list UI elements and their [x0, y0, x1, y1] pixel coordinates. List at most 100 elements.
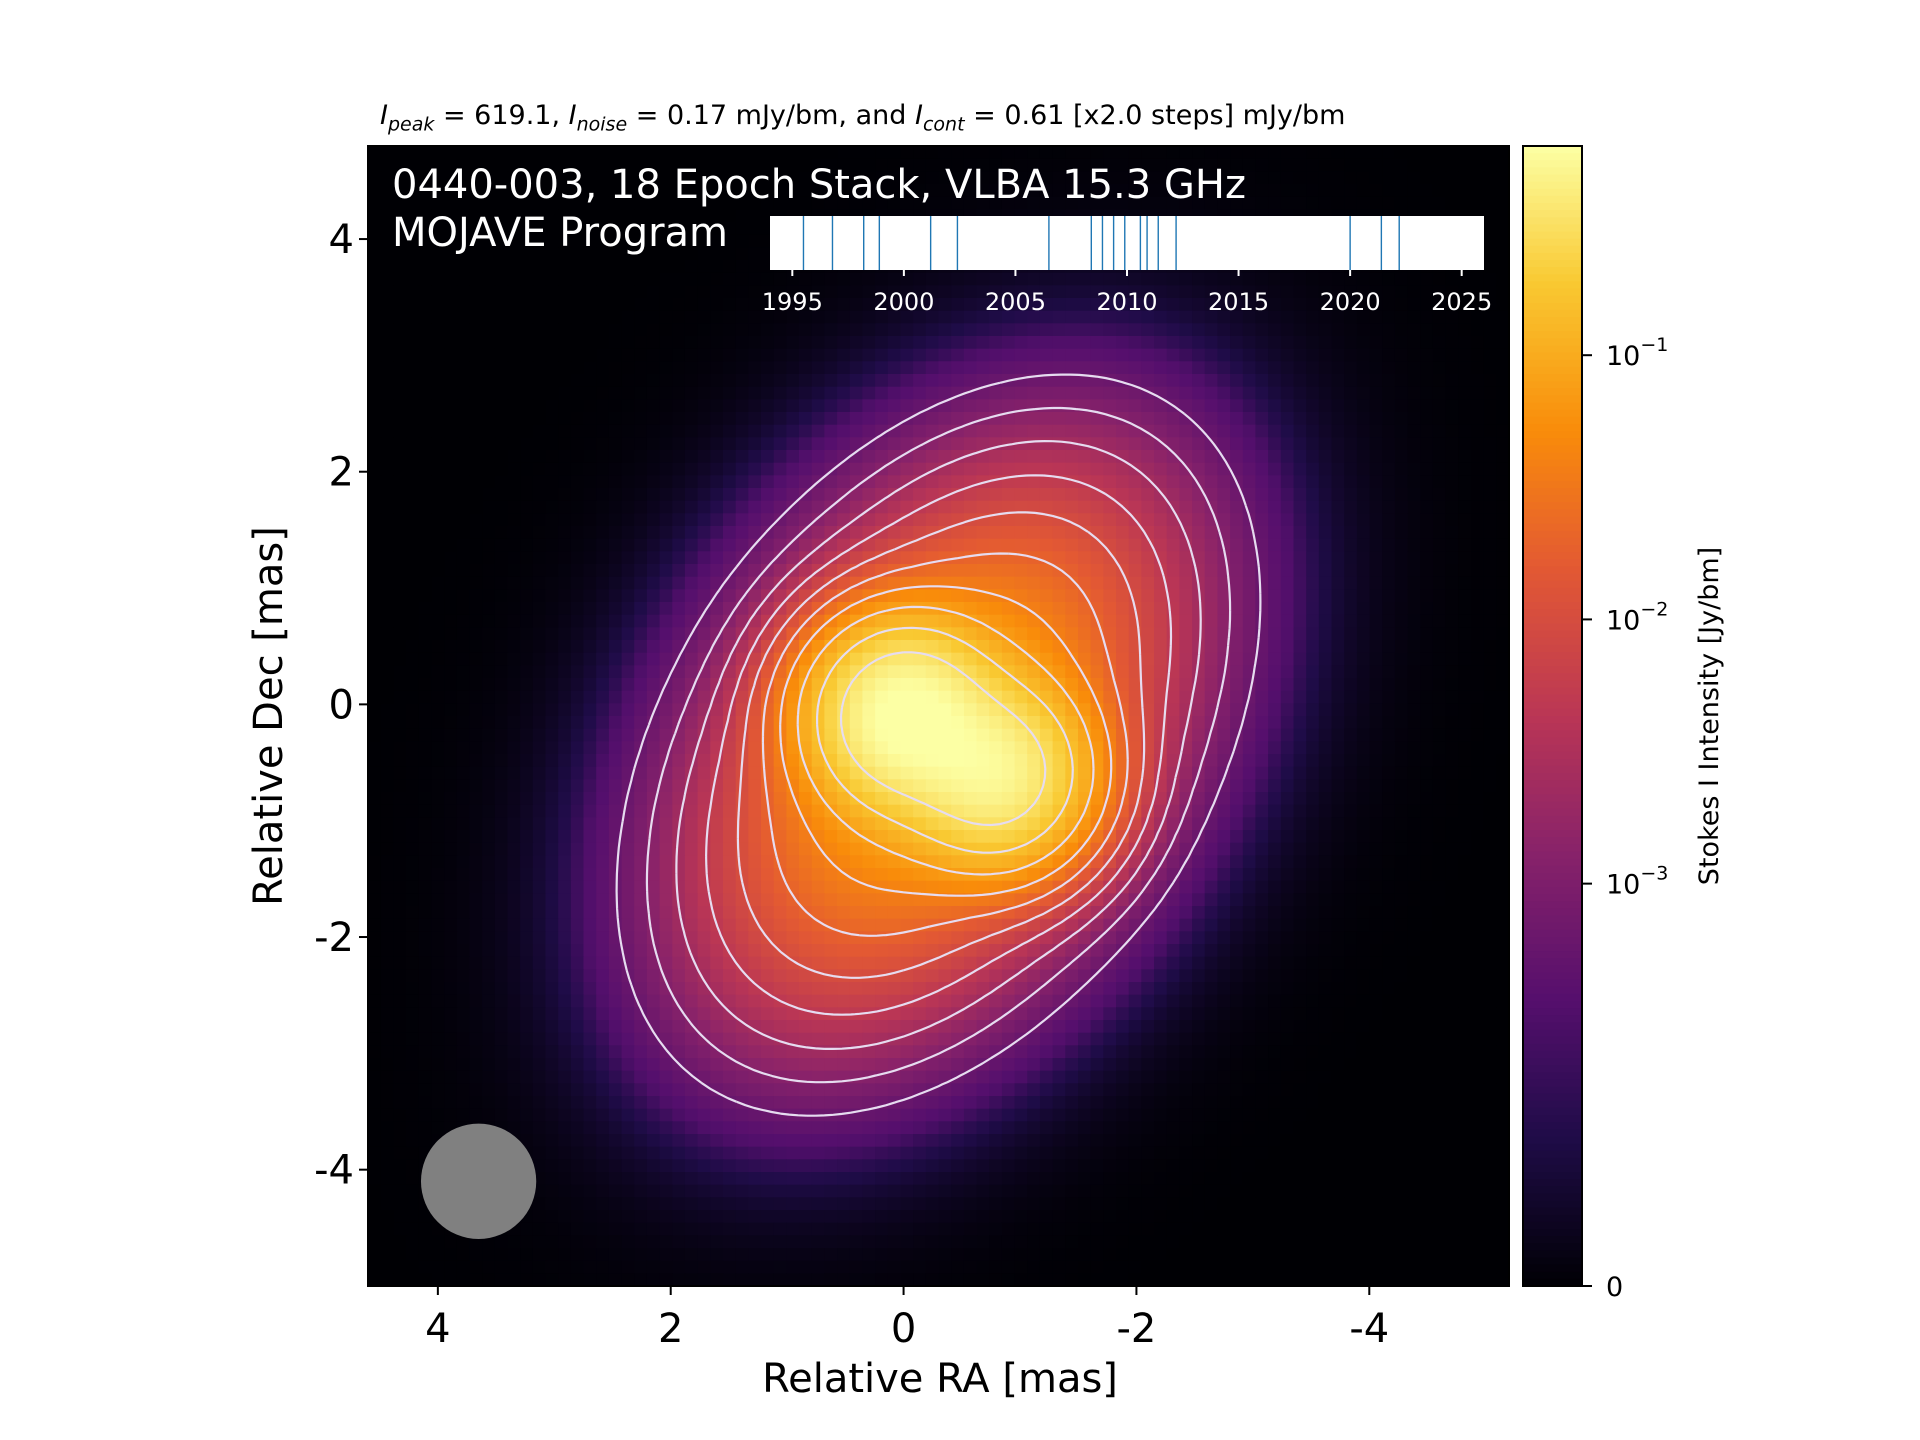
map-pixel: [672, 690, 686, 704]
map-pixel: [380, 298, 394, 312]
map-pixel: [1001, 728, 1016, 742]
map-pixel: [748, 526, 762, 540]
map-pixel: [621, 652, 635, 666]
map-pixel: [1420, 348, 1434, 362]
map-pixel: [1039, 272, 1054, 286]
map-pixel: [837, 754, 851, 768]
map-pixel: [1230, 804, 1244, 818]
map-pixel: [875, 196, 889, 210]
map-pixel: [1420, 551, 1434, 565]
map-pixel: [1483, 285, 1497, 299]
map-pixel: [761, 842, 775, 856]
map-pixel: [406, 627, 420, 641]
map-pixel: [469, 766, 483, 780]
map-pixel: [1052, 450, 1066, 464]
map-pixel: [1369, 475, 1383, 489]
map-pixel: [494, 779, 509, 793]
map-pixel: [1331, 437, 1345, 451]
map-pixel: [1280, 450, 1295, 464]
map-pixel: [723, 374, 737, 388]
map-pixel: [431, 716, 445, 730]
map-pixel: [1204, 614, 1218, 628]
map-pixel: [1306, 766, 1320, 780]
map-pixel: [1166, 310, 1180, 324]
map-pixel: [380, 741, 394, 755]
map-pixel: [1027, 285, 1041, 299]
map-pixel: [583, 716, 597, 730]
map-pixel: [1483, 272, 1497, 286]
map-pixel: [951, 171, 965, 185]
map-pixel: [1382, 652, 1396, 666]
map-pixel: [1394, 374, 1409, 388]
map-pixel: [824, 437, 838, 451]
map-pixel: [596, 551, 610, 565]
map-pixel: [482, 640, 496, 654]
map-pixel: [1483, 323, 1497, 337]
map-pixel: [532, 779, 547, 793]
map-pixel: [380, 614, 394, 628]
map-pixel: [1407, 589, 1421, 603]
map-pixel: [634, 703, 648, 717]
map-pixel: [1268, 158, 1282, 172]
map-pixel: [976, 323, 990, 337]
map-pixel: [520, 576, 534, 590]
map-pixel: [621, 462, 635, 476]
map-pixel: [976, 703, 990, 717]
map-pixel: [596, 272, 610, 286]
map-pixel: [1356, 399, 1371, 413]
map-pixel: [1052, 500, 1066, 514]
map-pixel: [1318, 576, 1333, 590]
map-pixel: [723, 348, 737, 362]
map-pixel: [723, 171, 737, 185]
map-pixel: [684, 247, 699, 261]
map-pixel: [583, 817, 597, 831]
map-pixel: [710, 450, 724, 464]
map-pixel: [1394, 272, 1409, 286]
map-pixel: [1356, 500, 1371, 514]
map-pixel: [786, 640, 800, 654]
map-pixel: [482, 564, 496, 578]
map-pixel: [456, 424, 470, 438]
map-pixel: [684, 399, 699, 413]
map-pixel: [710, 526, 724, 540]
map-pixel: [393, 779, 407, 793]
map-pixel: [583, 399, 597, 413]
map-pixel: [1128, 158, 1142, 172]
map-pixel: [482, 551, 496, 565]
map-pixel: [444, 640, 458, 654]
map-pixel: [1217, 348, 1231, 362]
map-pixel: [1445, 551, 1459, 565]
map-pixel: [1382, 678, 1396, 692]
map-pixel: [1407, 576, 1421, 590]
map-pixel: [672, 323, 686, 337]
map-pixel: [431, 665, 445, 679]
map-pixel: [1166, 437, 1180, 451]
map-pixel: [786, 285, 800, 299]
map-pixel: [469, 690, 483, 704]
map-pixel: [596, 754, 610, 768]
map-pixel: [431, 690, 445, 704]
map-pixel: [393, 488, 407, 502]
map-pixel: [545, 361, 559, 375]
map-pixel: [1116, 348, 1130, 362]
map-pixel: [1001, 424, 1016, 438]
map-pixel: [1255, 462, 1269, 476]
map-pixel: [494, 526, 509, 540]
map-pixel: [482, 576, 496, 590]
map-pixel: [1306, 564, 1320, 578]
map-pixel: [963, 526, 978, 540]
map-pixel: [1027, 804, 1041, 818]
map-pixel: [545, 690, 559, 704]
map-pixel: [786, 374, 800, 388]
map-pixel: [1458, 146, 1472, 160]
map-pixel: [368, 804, 382, 818]
map-pixel: [773, 285, 787, 299]
map-pixel: [1483, 665, 1497, 679]
map-pixel: [596, 323, 610, 337]
map-pixel: [925, 614, 940, 628]
map-pixel: [735, 779, 749, 793]
map-pixel: [748, 171, 762, 185]
map-pixel: [913, 310, 927, 324]
map-pixel: [1496, 754, 1509, 768]
map-pixel: [1331, 564, 1345, 578]
